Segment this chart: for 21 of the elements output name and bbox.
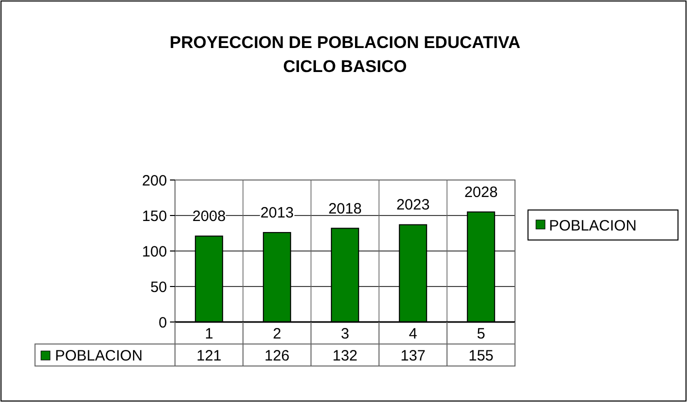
x-tick-label: 2 bbox=[272, 325, 282, 342]
y-tick-label: 100 bbox=[142, 243, 167, 260]
x-tick-label: 5 bbox=[476, 325, 486, 342]
data-label: 155 bbox=[468, 347, 494, 364]
y-tick-label: 50 bbox=[150, 278, 167, 296]
x-tick-label: 4 bbox=[408, 325, 418, 342]
data-label: 121 bbox=[196, 347, 222, 364]
y-tick-label: 150 bbox=[142, 208, 167, 225]
x-tick-label: 3 bbox=[340, 325, 350, 342]
annotation: 2018 bbox=[328, 200, 362, 218]
legend-label: POBLACION bbox=[549, 217, 637, 234]
x-tick-label: 1 bbox=[204, 325, 214, 342]
y-tick-label: 200 bbox=[142, 172, 167, 190]
data-label: 126 bbox=[264, 347, 290, 364]
y-tick-label: 0 bbox=[158, 314, 167, 332]
data-label: 132 bbox=[332, 347, 358, 364]
annotation: 2028 bbox=[464, 184, 498, 201]
data-label: 137 bbox=[400, 347, 426, 364]
text: POBLACION bbox=[55, 347, 143, 364]
annotation: 2023 bbox=[396, 196, 430, 214]
chart-title: PROYECCION DE POBLACION EDUCATIVA CICLO BASICO bbox=[170, 33, 520, 76]
